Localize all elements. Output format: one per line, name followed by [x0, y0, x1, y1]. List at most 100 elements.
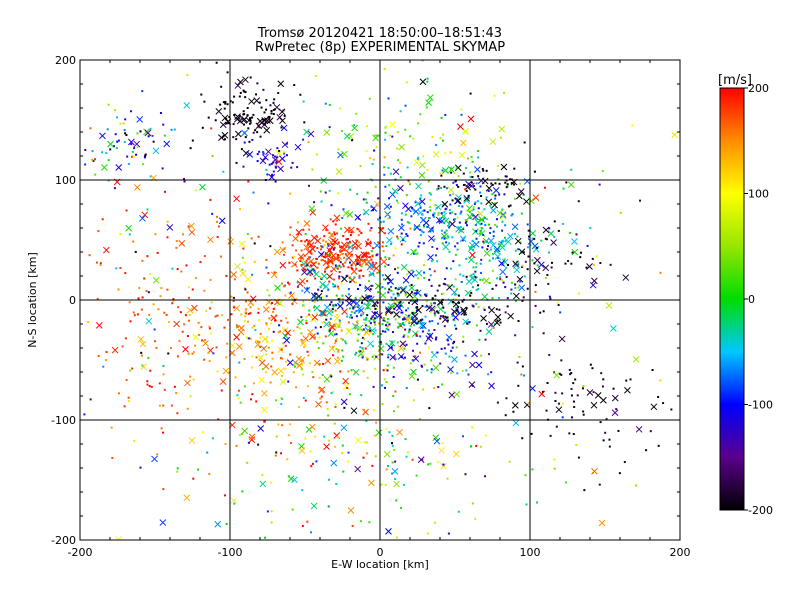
data-point: [99, 263, 102, 266]
data-point: [542, 264, 550, 272]
data-point: [367, 340, 374, 348]
data-point: [307, 141, 310, 144]
data-point: [359, 269, 362, 272]
data-point: [494, 182, 497, 185]
data-point: [297, 233, 300, 236]
data-point: [285, 142, 288, 145]
data-point: [358, 327, 361, 330]
data-point: [498, 193, 501, 196]
data-point: [360, 301, 363, 304]
data-point: [342, 470, 345, 473]
data-point: [365, 420, 368, 423]
data-point: [504, 414, 507, 417]
data-point: [433, 302, 436, 305]
data-point: [357, 241, 360, 244]
data-point: [500, 163, 508, 171]
data-point: [328, 231, 335, 239]
data-point: [523, 141, 526, 144]
data-point: [590, 401, 598, 409]
data-point: [186, 335, 189, 338]
data-point: [465, 275, 468, 278]
data-point: [527, 229, 530, 232]
data-point: [87, 321, 90, 324]
data-point: [326, 273, 333, 280]
data-point: [468, 381, 476, 388]
data-point: [221, 114, 229, 122]
data-point: [256, 160, 259, 163]
data-point: [498, 308, 501, 311]
data-point: [321, 373, 324, 376]
data-point: [416, 300, 419, 303]
data-point: [423, 209, 426, 212]
data-point: [176, 470, 179, 473]
data-point: [251, 326, 254, 329]
data-point: [400, 243, 403, 246]
data-point: [232, 299, 235, 302]
data-point: [361, 259, 364, 262]
data-point: [310, 531, 313, 534]
data-point: [338, 325, 341, 328]
data-point: [233, 502, 236, 505]
data-point: [472, 272, 475, 275]
data-point: [188, 228, 196, 236]
data-point: [427, 180, 430, 183]
data-point: [326, 407, 329, 410]
data-point: [136, 132, 139, 135]
data-point: [485, 169, 488, 172]
data-point: [197, 468, 200, 471]
data-point: [468, 320, 471, 323]
data-point: [416, 306, 419, 309]
data-point: [469, 175, 472, 178]
data-point: [391, 331, 394, 334]
data-point: [465, 369, 468, 372]
data-point: [298, 405, 301, 408]
data-point: [369, 242, 372, 245]
data-point: [393, 302, 401, 310]
data-point: [417, 209, 424, 217]
data-point: [309, 256, 312, 259]
data-point: [443, 347, 446, 350]
data-point: [477, 305, 480, 308]
data-point: [474, 201, 477, 204]
data-point: [455, 306, 458, 309]
data-point: [463, 197, 470, 204]
data-point: [383, 232, 386, 235]
data-point: [564, 481, 567, 484]
data-point: [460, 280, 463, 283]
x-tick-label: 0: [377, 546, 384, 559]
data-point: [499, 277, 502, 280]
data-point: [370, 317, 373, 320]
data-point: [380, 343, 383, 346]
data-point: [272, 154, 275, 157]
data-point: [224, 494, 227, 497]
data-point: [368, 256, 371, 259]
data-point: [293, 84, 296, 87]
data-point: [339, 107, 342, 110]
data-point: [396, 266, 399, 269]
data-point: [485, 184, 493, 192]
data-point: [375, 429, 383, 436]
data-point: [208, 327, 211, 330]
data-point: [94, 173, 97, 176]
data-point: [328, 321, 331, 324]
data-point: [342, 377, 349, 385]
data-point: [316, 332, 319, 335]
data-point: [308, 313, 311, 316]
data-point: [533, 267, 541, 275]
data-point: [547, 251, 550, 254]
data-point: [438, 303, 441, 306]
data-point: [364, 287, 367, 290]
data-point: [338, 259, 341, 262]
data-point: [421, 330, 424, 333]
data-point: [319, 286, 322, 289]
data-point: [353, 245, 356, 248]
data-point: [330, 392, 333, 395]
data-point: [286, 359, 294, 367]
data-point: [265, 99, 268, 102]
data-point: [393, 308, 396, 311]
data-point: [466, 157, 469, 160]
data-point: [135, 153, 138, 156]
data-point: [274, 284, 281, 292]
data-point: [526, 223, 529, 226]
data-point: [454, 197, 462, 204]
